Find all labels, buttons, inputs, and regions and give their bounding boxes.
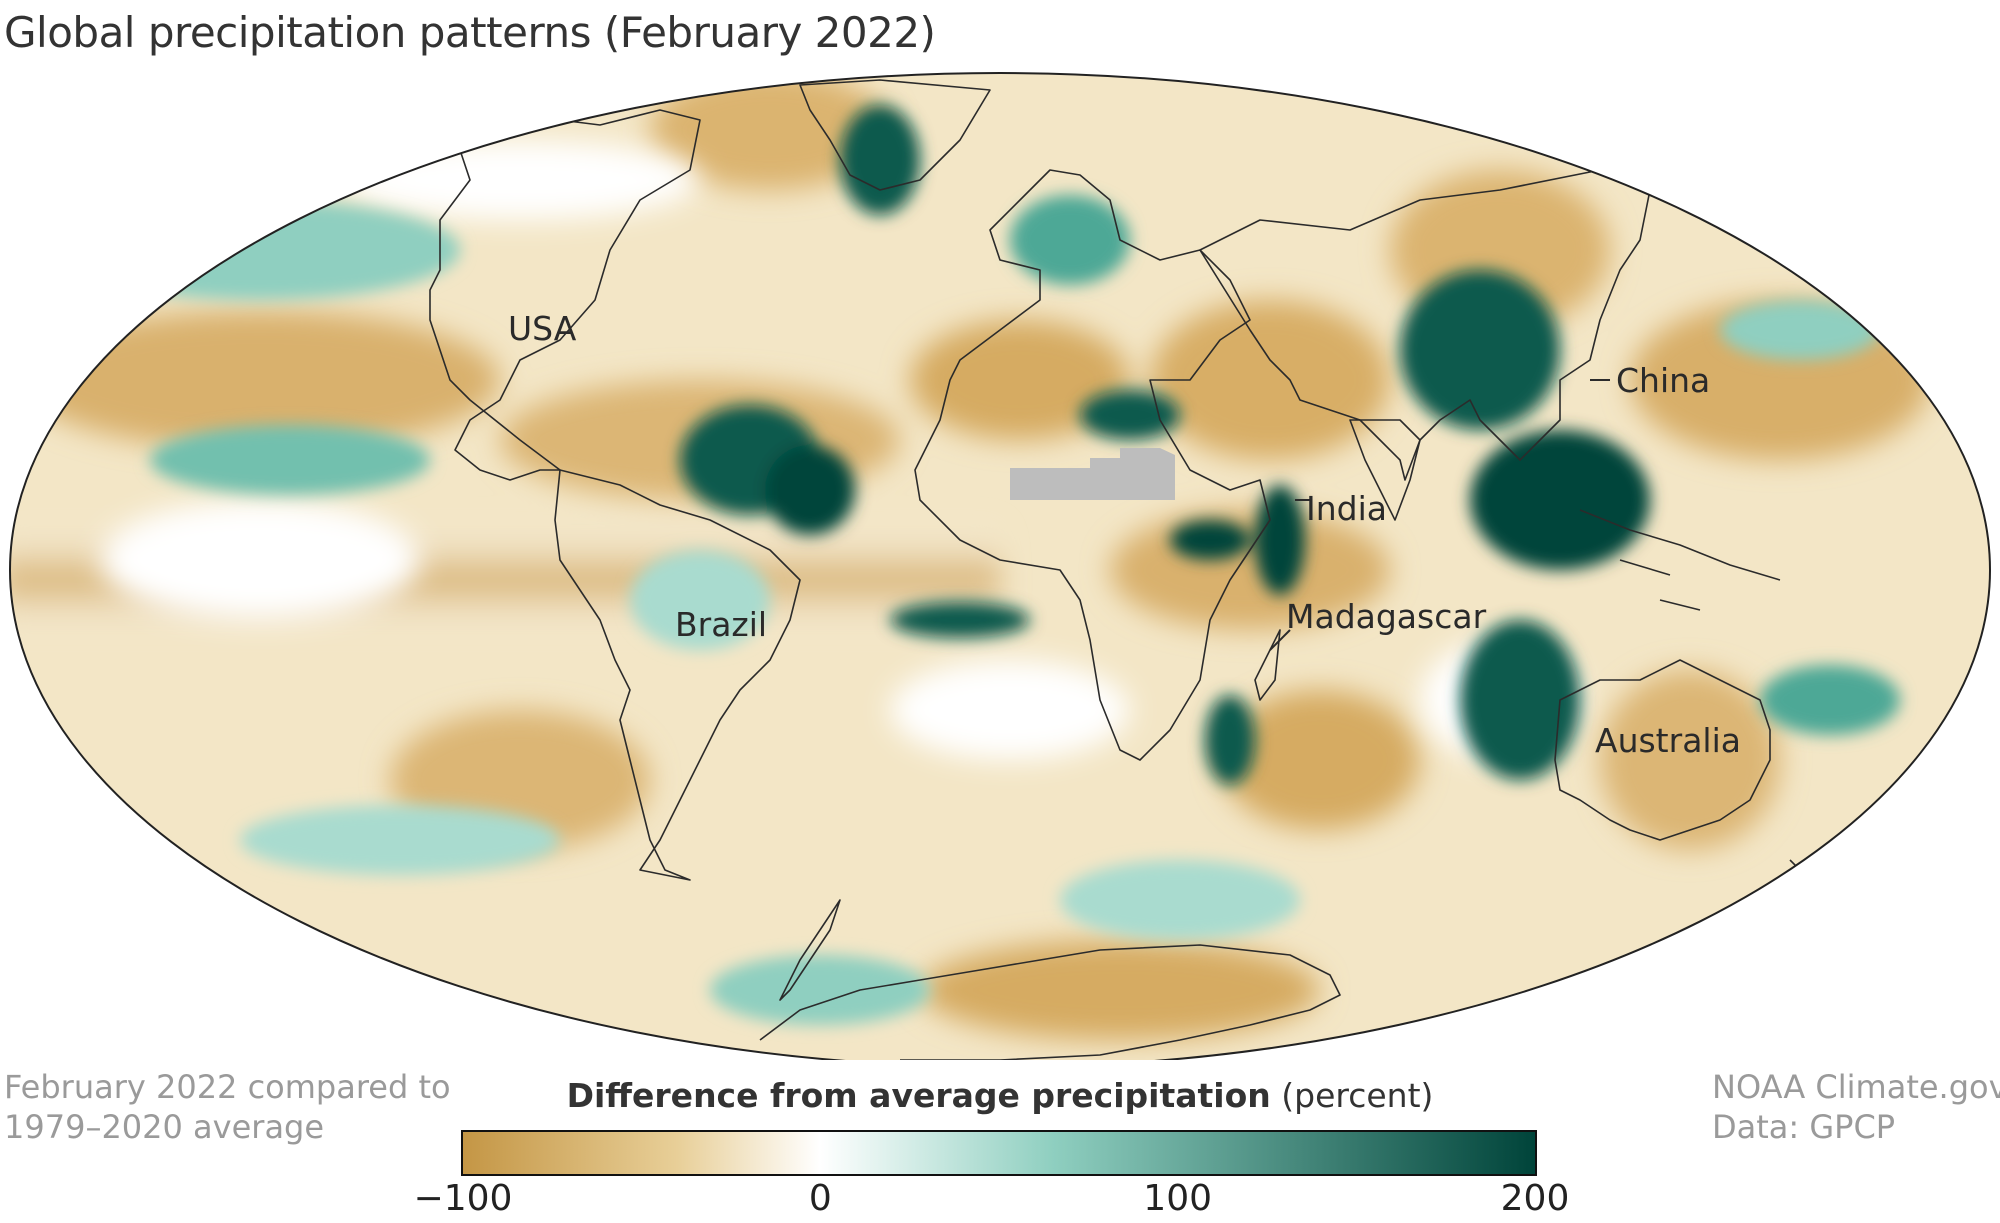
map-title: Global precipitation patterns (February … [4,8,936,57]
antarctic-peninsula-outline [779,899,841,1001]
dry-anomalies [10,73,1930,1040]
legend-title: Difference from average precipitation (p… [460,1076,1540,1115]
north-america-outline [429,99,701,481]
credit-line-2: Data: GPCP [1712,1108,1896,1146]
india-outline [1349,419,1421,521]
footnote: February 2022 compared to 1979–2020 aver… [4,1067,451,1147]
no-data-region [1010,448,1175,500]
asia-outline [1199,169,1651,481]
indonesia-outline [1579,509,1781,611]
colorbar-tick-label: 200 [1500,1178,1570,1219]
colorbar-tick-label: 100 [1143,1178,1213,1219]
antarctica-outline [759,944,1341,1060]
legend-title-unit: (percent) [1281,1076,1434,1115]
region-label-china: China [1616,361,1710,400]
colorbar-tick-label: 0 [808,1178,832,1219]
south-america-outline [554,469,801,881]
region-label-madagascar: Madagascar [1286,597,1487,636]
precipitation-map: USA China India Brazil Madagascar Austra… [9,72,1991,1060]
colorbar-tick-label: −100 [413,1178,513,1219]
greenland-outline [799,79,991,191]
colorbar [461,1130,1537,1176]
region-label-brazil: Brazil [675,605,767,644]
anomaly-field [10,73,1990,1060]
region-label-usa: USA [508,309,577,348]
region-label-india: India [1306,489,1387,528]
europe-africa-outline [914,169,1271,761]
region-label-australia: Australia [1595,721,1741,760]
credit-line-1: NOAA Climate.gov [1712,1068,2000,1106]
globe-outline [9,72,1991,1060]
credit: NOAA Climate.gov Data: GPCP [1712,1067,2000,1147]
madagascar-outline [1254,629,1281,701]
footnote-line-1: February 2022 compared to [4,1068,451,1106]
footnote-line-2: 1979–2020 average [4,1108,325,1146]
map-annotations: USA China India Brazil Madagascar Austra… [508,309,1741,760]
legend-title-bold: Difference from average precipitation [566,1076,1271,1115]
australia-outline [1554,659,1771,841]
